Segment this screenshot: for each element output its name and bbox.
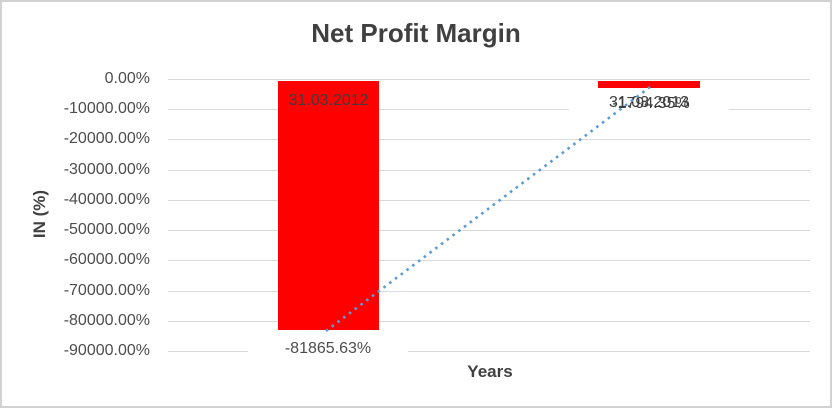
bar-2013[interactable] [598, 81, 700, 88]
gridline [168, 139, 810, 140]
gridline [168, 321, 810, 322]
gridline [168, 291, 810, 292]
gridline [168, 351, 810, 352]
gridline [168, 170, 810, 171]
gridline [168, 230, 810, 231]
y-axis-tick: -10000.00% [63, 100, 150, 117]
y-axis-tick: -50000.00% [63, 221, 150, 238]
y-axis-tick: -60000.00% [63, 251, 150, 268]
chart-title: Net Profit Margin [311, 18, 521, 48]
gridline [168, 200, 810, 201]
data-label-2012: -81865.63% [248, 340, 408, 358]
bar-2012[interactable] [278, 81, 379, 330]
data-label-2013: -1794.35% [612, 95, 690, 112]
gridline [168, 79, 810, 80]
gridline [168, 260, 810, 261]
x-axis-title: Years [467, 362, 513, 381]
y-axis-tick: -40000.00% [63, 191, 150, 208]
y-axis-title: IN (%) [30, 189, 49, 239]
y-axis-tick: -80000.00% [63, 312, 150, 329]
y-axis-tick: -30000.00% [63, 161, 150, 178]
y-axis-tick: -90000.00% [63, 342, 150, 359]
y-axis-tick: -20000.00% [63, 130, 150, 147]
y-axis-tick: -70000.00% [63, 282, 150, 299]
y-axis-tick: 0.00% [104, 70, 150, 87]
category-label-2012: 31.03.2012 [288, 92, 369, 109]
